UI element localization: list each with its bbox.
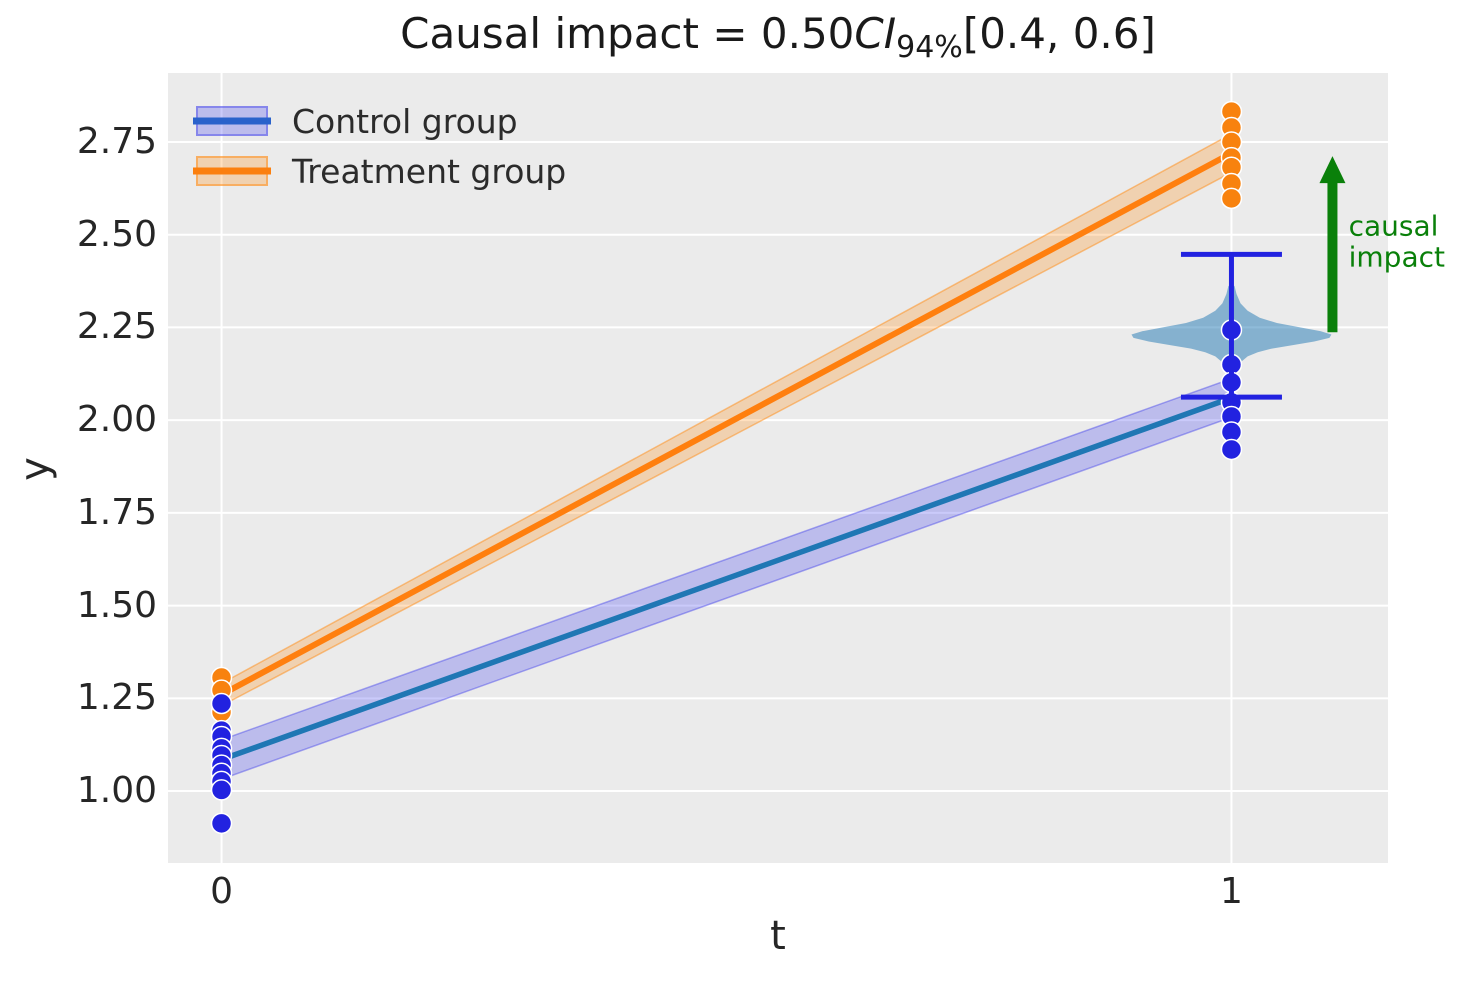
y-tick-label: 1.25 bbox=[76, 677, 157, 719]
y-axis-label: y bbox=[12, 457, 58, 481]
causal-impact-annotation: causal bbox=[1349, 210, 1439, 243]
x-tick-label: 0 bbox=[210, 871, 233, 912]
legend-label: Treatment group bbox=[292, 151, 567, 191]
legend-item-control-group: Control group bbox=[193, 101, 566, 141]
legend-label: Control group bbox=[292, 101, 518, 141]
treatment-group-mean-line bbox=[218, 150, 1235, 698]
control-line-swatch bbox=[193, 117, 271, 125]
y-tick-label: 2.50 bbox=[76, 213, 157, 255]
control-band-swatch bbox=[193, 106, 271, 136]
control-observations bbox=[210, 319, 1243, 835]
x-axis-label: t bbox=[770, 913, 786, 959]
credible-interval-errorbar bbox=[1180, 251, 1282, 400]
treatment-line-swatch bbox=[193, 167, 271, 175]
x-tick-label: 1 bbox=[1220, 871, 1243, 912]
control-group-mean-line bbox=[218, 395, 1235, 763]
gridlines bbox=[168, 73, 1388, 863]
y-tick-label: 2.75 bbox=[76, 120, 157, 162]
title-prefix: Causal impact = 0.50 bbox=[400, 9, 855, 58]
y-tick-label: 2.25 bbox=[76, 306, 157, 348]
y-tick-label: 2.00 bbox=[76, 399, 157, 441]
y-tick-label: 1.75 bbox=[76, 491, 157, 533]
legend: Control group Treatment group bbox=[193, 101, 567, 201]
data-point bbox=[1220, 438, 1243, 461]
chart-title: Causal impact = 0.50CI94%[0.4, 0.6] bbox=[168, 8, 1388, 74]
data-point bbox=[210, 812, 233, 835]
title-ci: CI bbox=[854, 9, 897, 58]
data-point bbox=[210, 692, 233, 715]
title-interval: [0.4, 0.6] bbox=[962, 9, 1156, 58]
treatment-band-swatch bbox=[193, 156, 271, 186]
causal-impact-annotation: impact bbox=[1349, 240, 1445, 273]
causal-impact-arrow bbox=[1319, 156, 1346, 333]
y-tick-label: 1.00 bbox=[76, 770, 157, 812]
data-point bbox=[210, 779, 233, 801]
data-point bbox=[1220, 187, 1243, 210]
title-ci-subscript: 94% bbox=[896, 30, 963, 65]
legend-item-treatment-group: Treatment group bbox=[193, 151, 567, 191]
y-tick-label: 1.50 bbox=[76, 584, 157, 626]
